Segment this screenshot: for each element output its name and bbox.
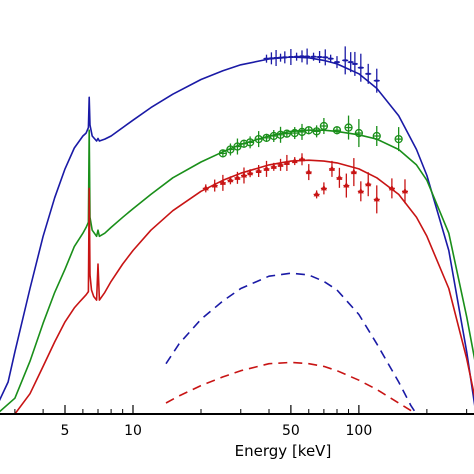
data-point [310, 52, 317, 61]
data-point [333, 56, 340, 69]
x-tick-label: 5 [61, 423, 70, 439]
data-point [281, 51, 288, 64]
data-point [332, 126, 342, 135]
data-point [342, 46, 349, 75]
data-point [365, 172, 372, 197]
data-point [282, 129, 292, 138]
data-point [320, 182, 327, 195]
x-tick-label: 100 [346, 423, 373, 439]
data-point [305, 164, 312, 181]
data-point [270, 162, 277, 171]
data-point [240, 167, 247, 184]
data-point [327, 54, 334, 63]
data-point [322, 49, 329, 66]
data-point [313, 190, 320, 199]
data-point [255, 165, 262, 178]
data-point [394, 127, 403, 152]
data-point [357, 181, 364, 202]
data-point [298, 50, 305, 63]
data-point [401, 179, 408, 204]
x-axis-label: Energy [keV] [235, 442, 332, 460]
x-tick-label: 50 [282, 423, 300, 439]
dashed-series-line [165, 272, 418, 414]
model-series-line [14, 159, 474, 414]
model-series-line [0, 56, 474, 407]
data-point [233, 138, 242, 155]
data-point [226, 143, 235, 156]
data-point [328, 160, 335, 177]
data-point [373, 68, 380, 93]
axes: 5 10 50 100 [0, 405, 474, 439]
data-point [336, 167, 343, 188]
data-point [263, 160, 270, 177]
data-point [277, 158, 284, 171]
data-point [262, 133, 271, 142]
data-point [373, 185, 380, 214]
data-point [283, 154, 290, 171]
data-point [254, 131, 263, 148]
data-point [350, 158, 357, 187]
plot-area [0, 46, 474, 414]
data-point [388, 178, 395, 199]
data-point [344, 115, 353, 140]
data-point [234, 171, 241, 184]
data-point [304, 48, 311, 65]
data-point [211, 179, 218, 192]
data-point [298, 153, 305, 166]
data-point [291, 157, 298, 166]
data-point [269, 130, 278, 142]
data-point [304, 126, 313, 135]
data-point [354, 119, 364, 148]
data-point [227, 176, 234, 185]
data-point [290, 127, 299, 140]
data-point [293, 52, 300, 61]
data-point [365, 63, 372, 84]
data-point [247, 169, 254, 178]
x-tick-label: 10 [124, 423, 142, 439]
data-point [357, 53, 364, 82]
data-point [347, 52, 354, 73]
data-point [287, 49, 294, 66]
data-point [351, 51, 358, 76]
data-point [218, 149, 228, 158]
data-point [312, 125, 321, 138]
data-point [319, 118, 329, 135]
data-point [372, 126, 381, 146]
data-point [316, 51, 323, 64]
data-point [343, 173, 350, 198]
data-point [202, 184, 209, 193]
data-point [245, 136, 255, 149]
dashed-series-line [165, 361, 419, 414]
data-point [297, 123, 307, 140]
data-point [219, 174, 226, 191]
